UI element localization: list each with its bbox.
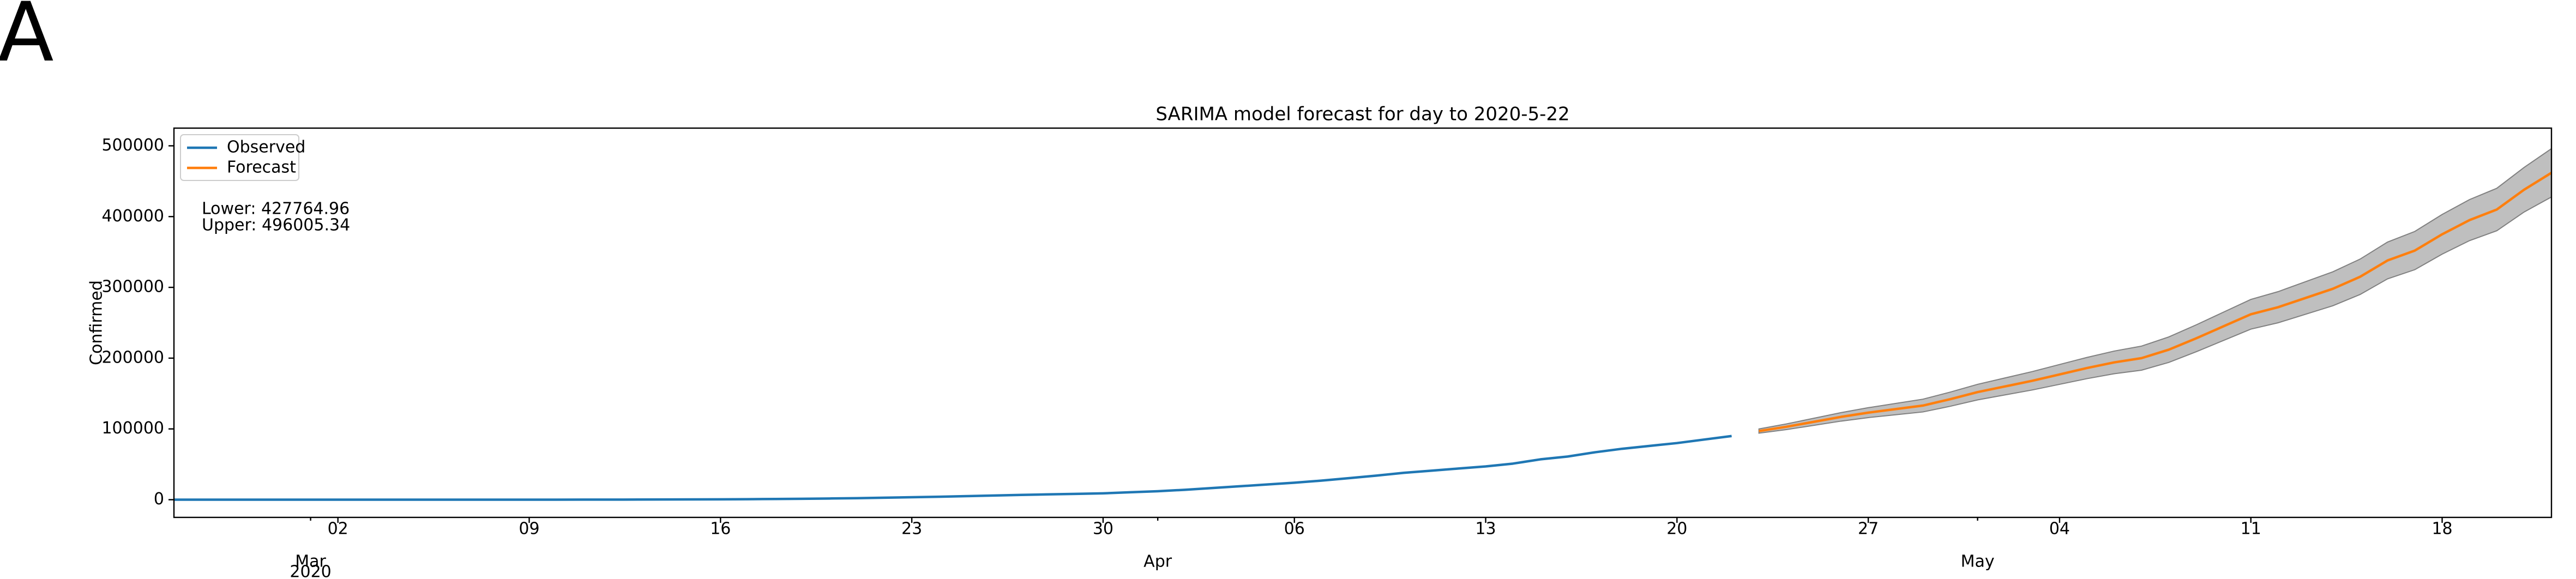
x-tick-label: 23 <box>901 520 922 539</box>
series-line <box>174 435 1732 501</box>
confidence-band <box>1758 147 2552 434</box>
y-tick-label: 500000 <box>101 136 164 155</box>
y-tick-label: 300000 <box>101 278 164 297</box>
legend-label: Observed <box>227 138 305 157</box>
legend-label: Forecast <box>227 158 296 177</box>
x-month-label: Apr <box>1143 552 1172 571</box>
x-month-label: May <box>1961 552 1995 571</box>
series-line <box>1759 172 2553 432</box>
x-month-label: Mar <box>295 552 326 571</box>
chart-title: SARIMA model forecast for day to 2020-5-… <box>1155 104 1569 125</box>
y-axis-label: Confirmed <box>87 280 106 365</box>
x-tick-label: 06 <box>1284 520 1305 539</box>
x-tick-label: 27 <box>1858 520 1879 539</box>
x-tick-label: 09 <box>519 520 539 539</box>
y-tick-label: 200000 <box>101 348 164 367</box>
plot-frame <box>173 127 2553 518</box>
y-tick-label: 0 <box>154 490 164 509</box>
x-tick-label: 20 <box>1666 520 1687 539</box>
x-tick-label: 16 <box>710 520 731 539</box>
panel-label: A <box>0 0 54 80</box>
annotation: Upper: 496005.34 <box>202 216 350 235</box>
x-tick-label: 13 <box>1475 520 1496 539</box>
y-tick-label: 400000 <box>101 207 164 226</box>
x-tick-label: 30 <box>1093 520 1114 539</box>
annotation: Lower: 427764.96 <box>202 200 350 219</box>
x-tick-label: 04 <box>2049 520 2070 539</box>
x-tick-label: 18 <box>2431 520 2452 539</box>
x-tick-label: 11 <box>2241 520 2261 539</box>
x-tick-label: 02 <box>328 520 348 539</box>
x-year-label: 2020 <box>290 563 331 579</box>
y-tick-label: 100000 <box>101 419 164 438</box>
